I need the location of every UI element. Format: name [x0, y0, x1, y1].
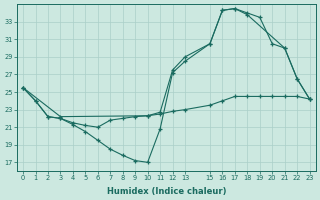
X-axis label: Humidex (Indice chaleur): Humidex (Indice chaleur)	[107, 187, 226, 196]
